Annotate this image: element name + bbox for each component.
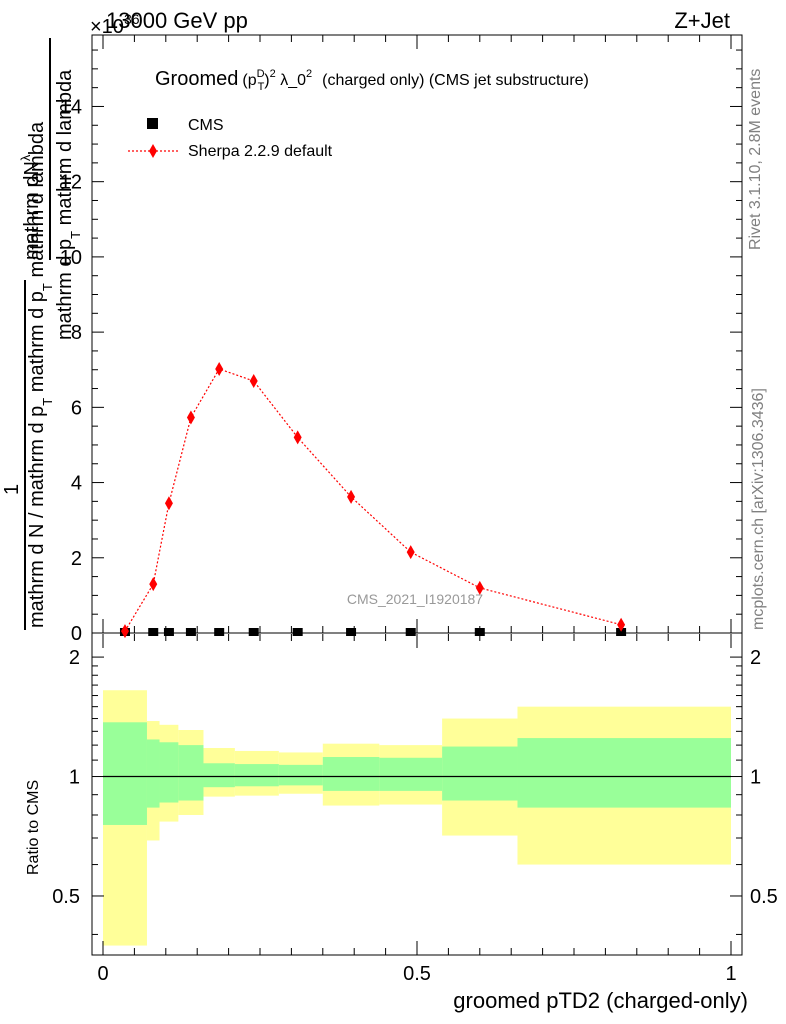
cms-point xyxy=(185,628,196,636)
ylabel-fraction-bar-2 xyxy=(24,280,26,630)
sherpa-point xyxy=(186,410,195,425)
sherpa-point xyxy=(406,545,415,560)
ratio-inner-band xyxy=(178,745,204,801)
main-y-tick-label: 2 xyxy=(71,548,82,570)
ylabel-denominator-1: mathrm d pT mathrm d lambda xyxy=(54,69,83,340)
beam-label: 13000 GeV pp xyxy=(106,8,248,33)
ratio-y-tick-label: 1 xyxy=(69,767,80,789)
ylabel-one: 1 xyxy=(1,484,23,495)
sherpa-point xyxy=(617,617,626,632)
chart-title: Groomed (pD T)2 λ_02 (charged only) (CMS je… xyxy=(155,68,589,93)
sherpa-point xyxy=(249,374,258,389)
cms-point xyxy=(405,628,416,636)
sherpa-point xyxy=(215,361,224,376)
legend-cms-marker xyxy=(147,118,158,129)
sherpa-point xyxy=(120,624,129,639)
ratio-inner-band xyxy=(517,738,731,808)
ylabel-denominator-2: mathrm d N / mathrm d pT mathrm d pT mat… xyxy=(26,121,55,628)
cms-point xyxy=(292,628,303,636)
ratio-inner-band xyxy=(322,757,380,791)
main-y-axis-label: mathrm dNλ mathrm d pT mathrm d lambda 1… xyxy=(1,38,83,630)
x-ticks: 0 0.5 1 xyxy=(97,35,737,985)
main-y-tick-label: 12 xyxy=(60,172,82,194)
legend: CMS Sherpa 2.2.9 default xyxy=(128,117,333,160)
ratio-inner-band xyxy=(442,746,518,801)
cms-point xyxy=(346,628,357,636)
cms-point xyxy=(248,628,259,636)
legend-sherpa-label: Sherpa 2.2.9 default xyxy=(188,143,333,160)
ratio-inner-band xyxy=(203,763,235,788)
ratio-y-tick-label-right: 1 xyxy=(750,767,761,789)
legend-sherpa-marker xyxy=(149,144,157,158)
main-y-ticks: 0 2 4 6 8 10 12 14 xyxy=(60,49,742,645)
ylabel-numerator: mathrm dNλ xyxy=(18,154,43,260)
cms-series-points xyxy=(119,628,627,636)
sherpa-point xyxy=(347,489,356,504)
main-y-tick-label: 4 xyxy=(71,473,82,495)
sherpa-series-line xyxy=(124,368,622,632)
ratio-y-axis-label: Ratio to CMS xyxy=(25,780,42,875)
main-y-tick-label: 14 xyxy=(60,96,82,118)
ratio-inner-band xyxy=(103,722,147,825)
rivet-label: Rivet 3.1.10, 2.8M events xyxy=(747,69,764,250)
x-tick-label: 0 xyxy=(97,963,108,985)
ylabel-fraction-bar-1 xyxy=(49,38,51,260)
x-tick-label: 0.5 xyxy=(403,963,431,985)
main-y-tick-label: 8 xyxy=(71,322,82,344)
cms-point xyxy=(148,628,159,636)
ratio-y-ticks: 0.5 0.5 1 1 2 2 xyxy=(52,647,778,935)
analysis-watermark: CMS_2021_I1920187 xyxy=(347,591,483,607)
ratio-inner-band xyxy=(146,739,160,808)
main-y-tick-label: 10 xyxy=(60,247,82,269)
x-tick-label: 1 xyxy=(725,963,736,985)
ratio-outer-bands xyxy=(103,690,731,946)
sherpa-point xyxy=(293,430,302,445)
ratio-y-tick-label: 0.5 xyxy=(52,886,80,908)
sherpa-point xyxy=(164,496,173,511)
main-y-tick-label: 6 xyxy=(71,397,82,419)
ratio-inner-band xyxy=(278,764,323,786)
cms-point xyxy=(474,628,485,636)
mcplots-label: mcplots.cern.ch [arXiv:1306.3436] xyxy=(750,388,767,630)
sherpa-point xyxy=(149,577,158,592)
ratio-y-tick-label: 2 xyxy=(69,647,80,669)
cms-point xyxy=(163,628,174,636)
cms-point xyxy=(616,628,627,636)
cms-point xyxy=(214,628,225,636)
exponent-label: ×1036 xyxy=(90,11,140,38)
ratio-inner-band xyxy=(159,742,179,803)
exponent-power: 36 xyxy=(124,11,140,27)
x-axis-label: groomed pTD2 (charged-only) xyxy=(453,988,748,1013)
ratio-inner-bands xyxy=(103,722,731,825)
ratio-inner-band xyxy=(234,764,279,787)
ratio-y-tick-label-right: 2 xyxy=(750,647,761,669)
process-label: Z+Jet xyxy=(674,8,730,33)
ratio-y-tick-label-right: 0.5 xyxy=(750,886,778,908)
main-y-tick-label: 0 xyxy=(71,623,82,645)
sherpa-point xyxy=(475,580,484,595)
ratio-inner-band xyxy=(379,757,443,791)
sherpa-series-points xyxy=(120,361,626,639)
legend-cms-label: CMS xyxy=(188,117,224,134)
